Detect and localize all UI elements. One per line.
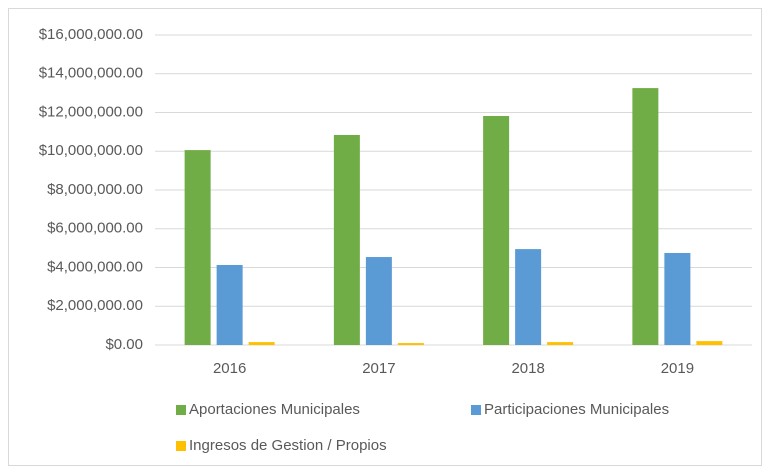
- legend-swatch: [176, 405, 186, 415]
- y-tick-label: $14,000,000.00: [39, 65, 143, 82]
- legend-label: Aportaciones Municipales: [189, 401, 360, 418]
- bar: [216, 264, 243, 345]
- bar: [184, 150, 211, 345]
- y-tick-label: $10,000,000.00: [39, 142, 143, 159]
- y-tick-label: $0.00: [105, 336, 143, 353]
- bar: [365, 257, 392, 345]
- bar: [248, 342, 275, 345]
- legend-label: Ingresos de Gestion / Propios: [189, 437, 387, 454]
- x-tick-label: 2017: [362, 360, 395, 377]
- x-tick-label: 2018: [511, 360, 544, 377]
- bar: [664, 252, 691, 345]
- x-tick-label: 2019: [661, 360, 694, 377]
- y-tick-label: $8,000,000.00: [47, 181, 143, 198]
- bar: [515, 249, 542, 345]
- bar: [483, 115, 510, 345]
- bar: [696, 341, 723, 345]
- x-tick-label: 2016: [213, 360, 246, 377]
- y-tick-label: $6,000,000.00: [47, 220, 143, 237]
- y-tick-label: $12,000,000.00: [39, 103, 143, 120]
- bar: [333, 134, 360, 345]
- bar: [632, 88, 659, 346]
- y-tick-label: $2,000,000.00: [47, 297, 143, 314]
- bar: [397, 343, 424, 345]
- y-tick-label: $16,000,000.00: [39, 26, 143, 43]
- legend-swatch: [471, 405, 481, 415]
- legend-swatch: [176, 441, 186, 451]
- y-tick-label: $4,000,000.00: [47, 258, 143, 275]
- bar: [547, 342, 574, 345]
- legend-label: Participaciones Municipales: [484, 401, 669, 418]
